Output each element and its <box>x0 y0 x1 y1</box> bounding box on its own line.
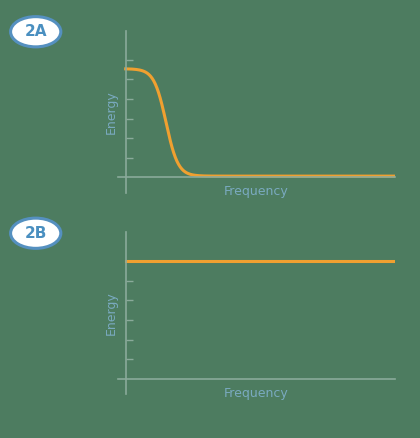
X-axis label: Frequency: Frequency <box>224 185 289 198</box>
Circle shape <box>10 218 61 248</box>
X-axis label: Frequency: Frequency <box>224 387 289 400</box>
Text: 2A: 2A <box>24 24 47 39</box>
Circle shape <box>10 17 61 47</box>
Y-axis label: Energy: Energy <box>104 90 117 134</box>
Y-axis label: Energy: Energy <box>104 291 117 335</box>
Text: 2B: 2B <box>24 226 47 241</box>
